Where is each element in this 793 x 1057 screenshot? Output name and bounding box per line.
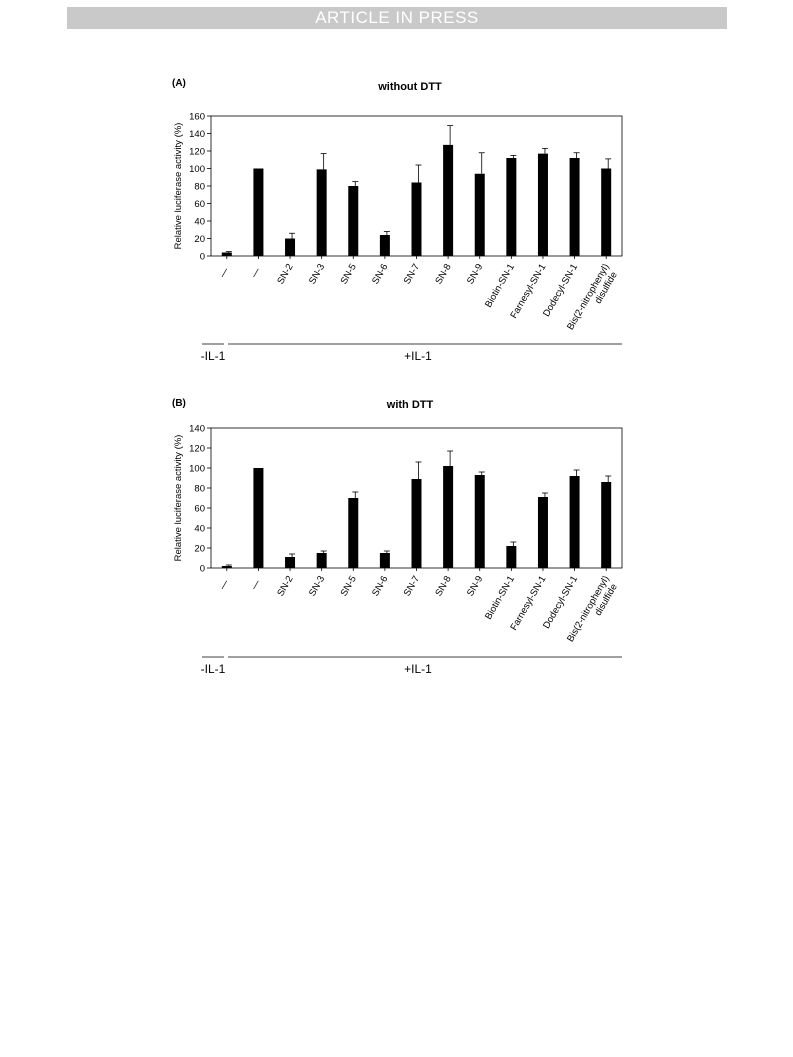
chart-title: without DTT	[377, 81, 442, 93]
x-tick-label: SN-6	[370, 574, 390, 598]
y-tick-label: 120	[189, 146, 205, 157]
bar	[411, 182, 422, 256]
x-tick-label: SN-7	[402, 262, 422, 286]
panel-label: (B)	[172, 398, 186, 409]
group-label-minus-il1: -IL-1	[201, 662, 226, 676]
y-tick-label: 60	[194, 199, 205, 210]
article-in-press-banner: ARTICLE IN PRESS	[67, 7, 727, 29]
y-tick-label: 140	[189, 129, 205, 140]
y-tick-label: 120	[189, 443, 205, 454]
bar	[506, 546, 517, 568]
y-tick-label: 0	[200, 563, 205, 574]
bar	[506, 158, 517, 256]
bar	[285, 557, 296, 568]
y-axis-label: Relative luciferase activity (%)	[173, 435, 184, 562]
bar	[537, 153, 548, 256]
y-tick-label: 160	[189, 111, 205, 122]
x-tick-label: SN-5	[339, 574, 359, 598]
bar	[537, 497, 548, 568]
x-tick-label: SN-3	[307, 574, 327, 598]
bar	[221, 566, 232, 568]
group-label-plus-il1: +IL-1	[404, 349, 432, 363]
x-tick-label: Biotin-SN-1	[483, 262, 517, 310]
x-tick-label: SN-5	[339, 262, 359, 286]
group-label-minus-il1: -IL-1	[201, 349, 226, 363]
y-tick-label: 60	[194, 503, 205, 514]
y-tick-label: 20	[194, 234, 205, 245]
group-label-plus-il1: +IL-1	[404, 662, 432, 676]
x-tick-label: —	[249, 578, 264, 592]
chart-panel-b: (B) with DTT Relative luciferase activity …	[172, 398, 623, 676]
x-tick-label: SN-9	[465, 574, 485, 598]
bar	[253, 168, 264, 256]
x-tick-label: SN-2	[275, 574, 295, 598]
x-tick-label: SN-8	[433, 574, 453, 598]
x-tick-label: SN-3	[307, 262, 327, 286]
bar	[601, 482, 612, 568]
x-tick-label: SN-7	[402, 574, 422, 598]
bar	[348, 498, 359, 568]
bar	[601, 168, 612, 256]
bar	[474, 173, 485, 256]
x-tick-label: Biotin-SN-1	[483, 574, 517, 622]
bar	[348, 186, 359, 256]
bar	[474, 475, 485, 568]
bar	[316, 169, 327, 256]
bar	[221, 252, 232, 256]
y-tick-label: 100	[189, 164, 205, 175]
bar	[379, 553, 390, 568]
y-tick-label: 40	[194, 216, 205, 227]
bar	[569, 158, 580, 256]
x-tick-label: SN-6	[370, 262, 390, 286]
x-tick-label: —	[249, 266, 264, 280]
bar	[569, 476, 580, 568]
panel-label: (A)	[172, 78, 186, 89]
bar	[253, 468, 264, 568]
bar	[443, 144, 454, 256]
x-tick-label: SN-8	[433, 262, 453, 286]
x-tick-label: —	[217, 578, 232, 592]
x-tick-label: SN-9	[465, 262, 485, 286]
x-tick-label: —	[217, 266, 232, 280]
y-tick-label: 140	[189, 423, 205, 434]
y-tick-label: 0	[200, 251, 205, 262]
bar	[443, 466, 454, 568]
y-tick-label: 80	[194, 483, 205, 494]
bar	[285, 238, 296, 256]
y-axis-label: Relative luciferase activity (%)	[173, 123, 184, 250]
bar	[411, 479, 422, 568]
chart-title: with DTT	[386, 399, 434, 411]
x-tick-label: SN-2	[275, 262, 295, 286]
bar	[316, 553, 327, 568]
chart-panel-a: (A) without DTT Relative luciferase activi…	[172, 78, 623, 363]
y-tick-label: 20	[194, 543, 205, 554]
y-tick-label: 40	[194, 523, 205, 534]
y-tick-label: 80	[194, 181, 205, 192]
bar	[379, 235, 390, 256]
y-tick-label: 100	[189, 463, 205, 474]
